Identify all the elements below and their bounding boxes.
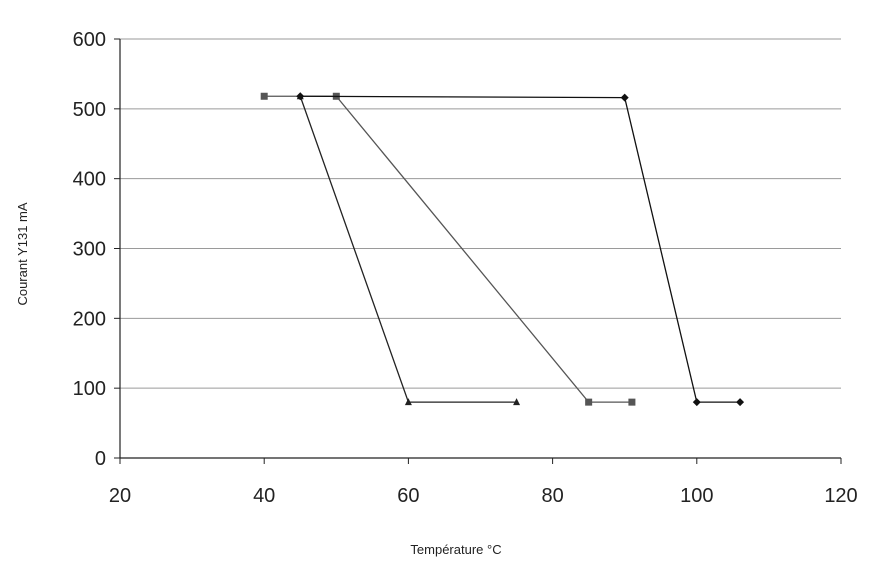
axes — [114, 38, 842, 464]
data-point-diamond — [736, 398, 745, 407]
x-tick-label: 20 — [109, 485, 131, 507]
plot-series — [260, 92, 745, 407]
y-tick-label: 0 — [95, 448, 106, 470]
data-point-square — [628, 398, 636, 406]
y-tick-label: 300 — [73, 239, 106, 261]
data-point-diamond — [296, 92, 305, 101]
x-axis-label: Température °C — [410, 542, 501, 557]
y-tick-label: 400 — [73, 169, 106, 191]
tick-labels: 0 100 200 300 400 500 600 20 40 60 80 100 120 — [73, 29, 858, 507]
y-tick-label: 200 — [73, 308, 106, 330]
y-tick-label: 500 — [73, 99, 106, 121]
data-point-triangle — [513, 398, 521, 406]
x-tick-label: 100 — [680, 485, 713, 507]
y-tick-label: 600 — [73, 29, 106, 51]
x-tick-label: 80 — [541, 485, 563, 507]
x-tick-label: 40 — [253, 485, 275, 507]
series-line-square — [264, 95, 632, 403]
data-point-diamond — [620, 93, 629, 102]
series-line-triangle — [299, 96, 517, 403]
y-axis-label: Courant Y131 mA — [15, 202, 30, 305]
y-tick-label: 100 — [73, 378, 106, 400]
data-point-triangle — [404, 398, 412, 406]
data-point-square — [260, 92, 268, 100]
series-line-diamond — [300, 95, 741, 403]
data-point-diamond — [692, 398, 701, 407]
data-point-square — [585, 398, 593, 406]
x-tick-label: 120 — [824, 485, 857, 507]
gridlines — [120, 38, 841, 389]
x-tick-label: 60 — [397, 485, 419, 507]
